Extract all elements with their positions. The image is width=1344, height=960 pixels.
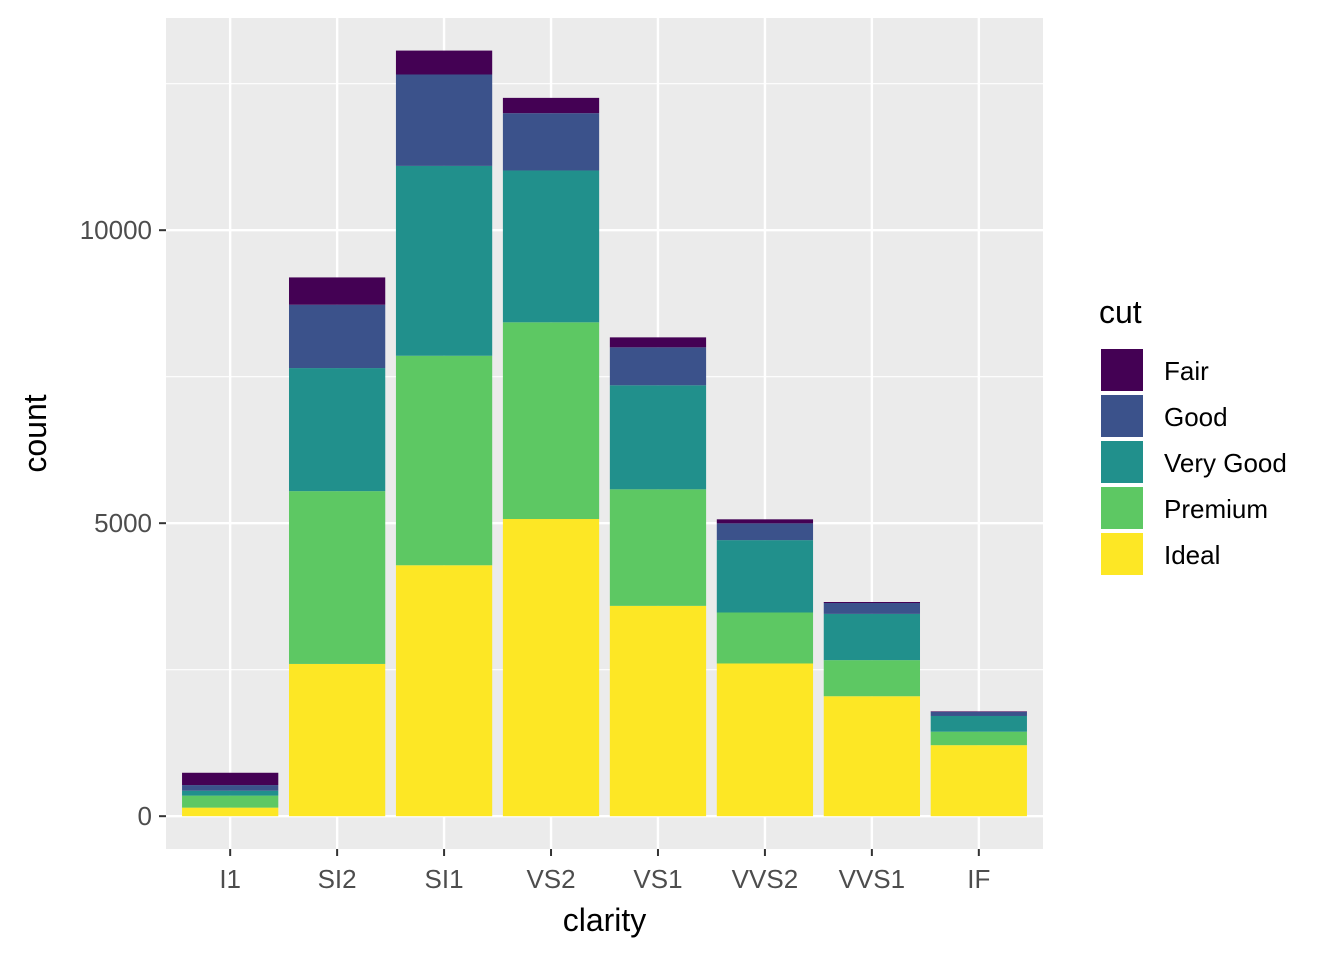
- x-axis-title: clarity: [563, 902, 647, 938]
- bar-segment-vs1-good: [609, 347, 707, 386]
- bar-segment-vvs2-ideal: [716, 663, 814, 817]
- bar-segment-if-very-good: [930, 715, 1027, 732]
- bar-segment-si2-ideal: [288, 663, 386, 817]
- bar-segment-vvs2-fair: [716, 519, 814, 524]
- y-tick-label: 0: [138, 801, 152, 831]
- bar-segment-si1-ideal: [395, 565, 493, 817]
- x-tick-label: I1: [219, 864, 241, 894]
- bar-segment-vs1-ideal: [609, 605, 707, 817]
- bar-segment-vs2-ideal: [502, 519, 600, 817]
- bar-segment-vvs1-ideal: [823, 696, 921, 817]
- bar-segment-vs2-good: [502, 113, 600, 171]
- bar-segment-vs1-very-good: [609, 385, 707, 490]
- bar-segment-si1-good: [395, 74, 493, 166]
- x-tick-label: VVS2: [732, 864, 799, 894]
- bar-segment-si2-premium: [288, 491, 386, 664]
- bar-segment-vvs2-very-good: [716, 540, 814, 613]
- bar-segment-vs1-fair: [609, 337, 707, 348]
- bar-segment-i1-ideal: [182, 807, 279, 817]
- x-tick-label: VS1: [633, 864, 682, 894]
- bar-segment-if-ideal: [930, 745, 1027, 817]
- y-axis: 0 5000 10000: [80, 215, 166, 831]
- x-axis: I1 SI2 SI1 VS2 VS1 VVS2 VVS1 IF: [219, 849, 990, 894]
- bar-segment-if-premium: [930, 731, 1027, 746]
- bar-segment-vs2-premium: [502, 322, 600, 520]
- bar-segment-si1-fair: [395, 50, 493, 75]
- legend-label-good: Good: [1164, 402, 1228, 432]
- x-tick-label: IF: [967, 864, 990, 894]
- y-tick-label: 5000: [94, 508, 152, 538]
- bar-segment-if-good: [930, 711, 1027, 716]
- legend-label-fair: Fair: [1164, 356, 1209, 386]
- bar-segment-i1-fair: [182, 772, 279, 786]
- bar-segment-vs2-very-good: [502, 170, 600, 323]
- y-tick-label: 10000: [80, 215, 152, 245]
- bar-segment-vvs1-fair: [823, 602, 921, 603]
- legend-label-very-good: Very Good: [1164, 448, 1287, 478]
- legend: cut Fair Good Very Good Premium Ideal: [1099, 294, 1287, 575]
- x-tick-label: VS2: [526, 864, 575, 894]
- y-axis-title: count: [17, 394, 53, 472]
- bar-segment-vvs1-premium: [823, 660, 921, 697]
- bar-segment-vs2-fair: [502, 97, 600, 114]
- legend-key-very-good: [1101, 441, 1143, 483]
- legend-key-ideal: [1101, 533, 1143, 575]
- x-tick-label: SI2: [318, 864, 357, 894]
- legend-key-fair: [1101, 349, 1143, 391]
- legend-key-premium: [1101, 487, 1143, 529]
- bar-segment-vvs1-very-good: [823, 613, 921, 661]
- bar-segment-si2-good: [288, 304, 386, 369]
- bar-segment-if-fair: [930, 711, 1027, 712]
- bar-segment-vs1-premium: [609, 489, 707, 606]
- bar-segment-si2-very-good: [288, 368, 386, 492]
- bar-segment-vvs2-premium: [716, 612, 814, 664]
- bar-segment-si1-very-good: [395, 165, 493, 356]
- x-tick-label: SI1: [425, 864, 464, 894]
- x-tick-label: VVS1: [839, 864, 906, 894]
- bar-segment-vvs1-good: [823, 602, 921, 614]
- legend-label-ideal: Ideal: [1164, 540, 1220, 570]
- bar-segment-i1-very-good: [182, 790, 279, 796]
- bars: [182, 50, 1027, 817]
- bar-segment-i1-good: [182, 785, 279, 791]
- bar-segment-si2-fair: [288, 277, 386, 305]
- legend-label-premium: Premium: [1164, 494, 1268, 524]
- bar-segment-i1-premium: [182, 795, 279, 808]
- legend-key-good: [1101, 395, 1143, 437]
- legend-title: cut: [1099, 294, 1142, 330]
- bar-segment-vvs2-good: [716, 523, 814, 541]
- bar-segment-si1-premium: [395, 355, 493, 566]
